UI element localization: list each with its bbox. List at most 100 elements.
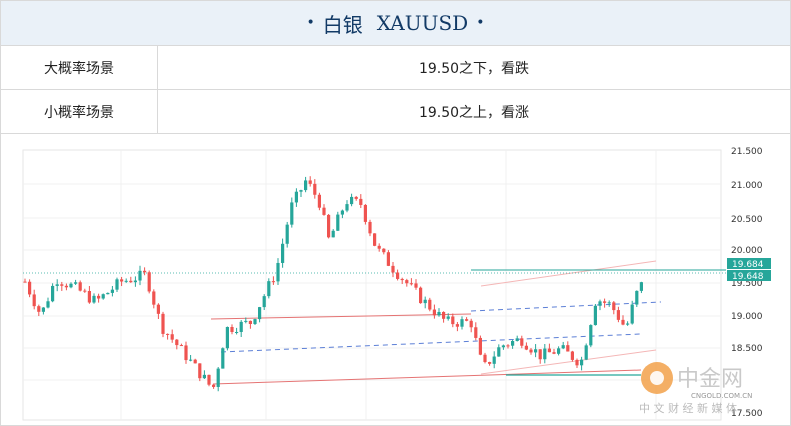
candle-body	[603, 301, 607, 303]
candle-body	[202, 374, 206, 379]
candle-body	[106, 292, 110, 295]
candle-body	[322, 207, 326, 215]
scenario-label: 小概率场景	[1, 90, 158, 133]
candle-body	[405, 280, 409, 284]
candle-body	[469, 320, 473, 328]
candle-body	[345, 204, 349, 211]
candle-body	[442, 311, 446, 319]
candle-body	[115, 279, 119, 290]
watermark-domain: CNGOLD.COM.CN	[691, 392, 752, 400]
mid-dashed-line	[220, 333, 642, 353]
candle-body	[216, 368, 220, 387]
candle-body	[635, 290, 639, 305]
candle-body	[593, 305, 597, 326]
title-dot-right: •	[476, 15, 485, 31]
candle-body	[607, 302, 611, 304]
candle-body	[534, 349, 538, 353]
candle-body	[64, 285, 68, 288]
candle-body	[138, 270, 142, 281]
candle-body	[198, 363, 202, 379]
candle-body	[432, 309, 436, 316]
candle-body	[276, 262, 280, 282]
candle-body	[465, 319, 469, 321]
watermark-brand: 中金网	[677, 367, 743, 392]
candle-body	[69, 283, 73, 288]
candle-body	[492, 356, 496, 364]
candle-body	[520, 338, 524, 346]
y-tick: 18.500	[731, 344, 763, 354]
candle-body	[110, 289, 114, 293]
candle-body	[566, 345, 570, 352]
y-tick: 21.000	[731, 181, 763, 191]
candle-body	[552, 352, 556, 354]
candle-body	[23, 281, 27, 283]
candle-body	[124, 280, 128, 282]
candle-body	[511, 340, 515, 346]
candle-body	[221, 348, 225, 369]
candle-body	[120, 279, 124, 282]
candle-body	[304, 180, 308, 191]
scenario-row-major: 大概率场景 19.50之下，看跌	[1, 46, 790, 90]
support-line	[212, 369, 642, 385]
candle-body	[253, 319, 257, 324]
watermark-tagline: 中 文 财 经 新 媒 体	[639, 401, 737, 415]
candle-body	[133, 280, 137, 283]
candle-body	[235, 331, 239, 333]
candle-body	[598, 301, 602, 306]
candle-body	[524, 345, 528, 350]
candle-body	[616, 310, 620, 320]
candle-body	[612, 302, 616, 311]
candle-body	[152, 291, 156, 305]
candle-body	[41, 307, 45, 312]
candle-body	[28, 281, 32, 295]
candle-body	[497, 347, 501, 357]
candle-body	[557, 348, 561, 354]
svg-text:19.684: 19.684	[732, 260, 764, 270]
candle-body	[437, 311, 441, 316]
candle-body	[262, 296, 266, 308]
candle-body	[129, 280, 133, 283]
candle-body	[97, 295, 101, 299]
y-tick: 21.500	[731, 147, 763, 157]
candle-body	[570, 351, 574, 360]
candle-body	[290, 202, 294, 225]
candle-body	[589, 325, 593, 346]
candle-body	[175, 339, 179, 346]
candle-body	[515, 338, 519, 341]
candle-body	[313, 183, 317, 195]
instrument-name: 白银	[322, 12, 363, 37]
candle-body	[299, 190, 303, 192]
candle-body	[474, 327, 478, 338]
candle-body	[488, 362, 492, 364]
candle-body	[630, 304, 634, 324]
candle-body	[538, 349, 542, 360]
price-chart: 21.500 21.000 20.500 20.000 19.500 19.00…	[1, 134, 790, 424]
instrument-symbol: XAUUSD	[376, 11, 469, 35]
y-tick: 20.500	[731, 215, 763, 225]
candle-body	[400, 278, 404, 281]
svg-text:19.648: 19.648	[732, 272, 764, 282]
candle-body	[340, 210, 344, 215]
candle-body	[373, 233, 377, 246]
candle-body	[267, 281, 271, 297]
upper-dashed-line	[470, 301, 662, 312]
candle-body	[414, 283, 418, 288]
scenario-value: 19.50之下，看跌	[418, 60, 530, 77]
candle-body	[529, 349, 533, 353]
candle-body	[506, 345, 510, 347]
candle-body	[166, 333, 170, 335]
y-tick: 19.000	[731, 312, 763, 322]
candle-body	[248, 320, 252, 324]
candle-body	[359, 198, 363, 205]
candle-body	[230, 326, 234, 333]
candle-body	[55, 284, 59, 286]
candle-body	[354, 196, 358, 199]
candle-body	[584, 345, 588, 360]
candle-body	[363, 204, 367, 222]
candle-body	[74, 282, 78, 284]
candle-body	[92, 295, 96, 303]
candle-body	[184, 345, 188, 361]
candle-body	[478, 337, 482, 355]
candle-body	[382, 248, 386, 253]
candle-body	[170, 334, 174, 340]
